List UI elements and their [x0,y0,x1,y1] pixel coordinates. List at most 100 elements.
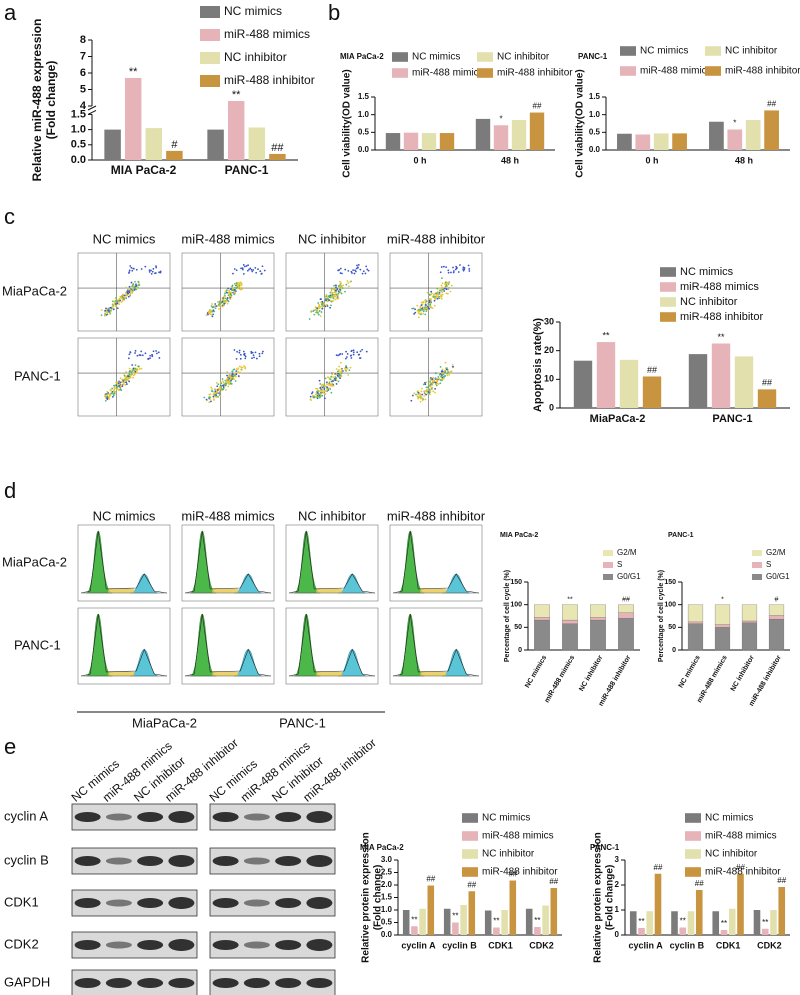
event-dot [434,381,437,384]
y-tick-label: 0.0 [71,154,86,166]
bar [672,133,687,150]
blot [71,931,198,959]
band [275,978,302,988]
event-dot [109,393,112,396]
axis-break [87,109,97,115]
event-dot [225,291,228,294]
event-dot [225,299,228,302]
event-dot [353,272,356,275]
event-dot [115,303,117,305]
event-dot [225,289,228,292]
x-tick-label: cyclin B [670,940,705,950]
y-tick-label: 7 [80,50,86,62]
event-dot [252,269,255,271]
event-dot [329,299,332,302]
event-dot [125,294,128,297]
event-dot [222,380,224,383]
fit-line [392,613,480,677]
event-dot [132,368,135,371]
bar [617,133,632,150]
bar-segment [768,615,785,620]
event-dot [426,291,429,294]
legend-label: miR-488 mimics [412,68,484,79]
bar [403,132,419,150]
event-dot [141,354,144,357]
event-dot [347,282,350,284]
event-dot [447,271,450,274]
event-dot [439,296,442,298]
event-dot [357,264,360,266]
event-dot [250,268,253,271]
event-dot [333,294,336,297]
event-dot [233,293,236,296]
event-dot [242,273,245,275]
x-tick-label: miR-488 mimics [696,654,729,704]
event-dot [436,294,438,296]
event-dot [227,375,230,378]
chart-title: MIA PaCa-2 [340,52,384,61]
event-dot [205,314,208,317]
event-dot [326,305,329,307]
event-dot [250,352,253,354]
event-dot [100,314,103,317]
event-dot [434,377,437,380]
event-dot [335,377,338,379]
event-dot [340,282,343,284]
event-dot [226,382,229,384]
event-dot [331,380,333,383]
event-dot [433,304,436,307]
y-tick-label: 0.0 [589,145,601,154]
event-dot [340,287,343,290]
event-dot [115,305,117,307]
band [105,978,132,988]
event-dot [425,300,428,303]
event-dot [134,364,137,366]
event-dot [220,389,223,392]
event-dot [352,349,355,352]
column-header: miR-488 mimics [181,231,275,246]
event-dot [441,282,444,285]
bar-segment [562,623,578,651]
band [306,811,333,823]
event-dot [238,365,241,368]
bar [757,389,777,408]
event-dot [414,311,417,314]
legend-swatch [660,267,676,277]
event-dot [314,393,317,396]
event-dot [239,371,241,374]
event-dot [235,357,238,360]
event-dot [316,388,319,390]
chart-title: PANC-1 [578,52,608,61]
event-dot [225,380,227,383]
event-dot [134,288,137,291]
bar [207,129,224,160]
event-dot [361,348,364,351]
event-dot [455,266,458,269]
legend-label: NC mimics [412,52,460,63]
significance-marker: ** [762,918,768,927]
event-dot [326,388,328,391]
bar [573,360,593,408]
event-dot [130,266,133,269]
legend-label: miR-488 inhibitor [224,73,315,87]
event-dot [211,306,214,309]
panel-label: b [328,0,340,25]
event-dot [225,389,227,391]
event-dot [427,391,430,394]
event-dot [452,365,455,368]
event-dot [425,307,428,310]
event-dot [234,286,236,289]
event-dot [320,303,323,306]
event-dot [322,383,325,386]
event-dot [104,309,107,312]
event-dot [365,265,368,268]
event-dot [232,272,234,275]
event-dot [359,350,362,353]
event-dot [415,393,417,396]
event-dot [228,289,230,292]
event-dot [438,297,441,300]
event-dot [424,383,427,386]
event-dot [213,305,216,308]
legend-swatch [462,813,478,823]
event-dot [336,288,339,291]
